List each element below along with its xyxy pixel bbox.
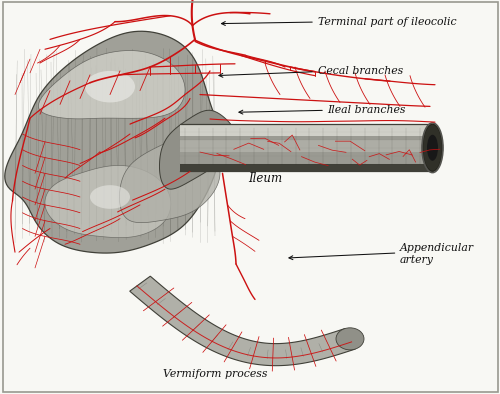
Text: Ileal branches: Ileal branches bbox=[328, 105, 406, 115]
Text: Appendicular: Appendicular bbox=[400, 243, 474, 253]
Ellipse shape bbox=[336, 328, 364, 350]
Text: Terminal part of ileocolic: Terminal part of ileocolic bbox=[318, 17, 456, 27]
Polygon shape bbox=[38, 50, 185, 119]
Text: Vermiform process: Vermiform process bbox=[163, 369, 267, 379]
Ellipse shape bbox=[85, 71, 135, 102]
Ellipse shape bbox=[185, 130, 215, 162]
Ellipse shape bbox=[90, 185, 130, 209]
Polygon shape bbox=[160, 110, 235, 189]
Ellipse shape bbox=[422, 124, 442, 171]
Text: Cecal branches: Cecal branches bbox=[318, 66, 403, 76]
Polygon shape bbox=[5, 31, 220, 253]
Text: artery: artery bbox=[400, 255, 434, 265]
Polygon shape bbox=[130, 276, 356, 366]
Polygon shape bbox=[45, 165, 171, 238]
Polygon shape bbox=[120, 138, 220, 223]
Text: Ileum: Ileum bbox=[248, 172, 282, 184]
Ellipse shape bbox=[427, 135, 438, 161]
